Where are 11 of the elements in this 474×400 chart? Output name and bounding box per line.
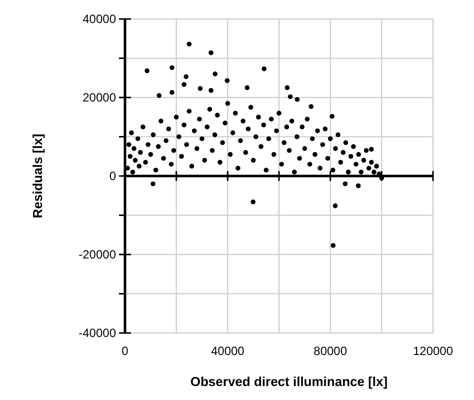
y-tick-label: 40000 bbox=[82, 12, 116, 26]
y-tick-label: 0 bbox=[109, 169, 116, 183]
x-tick-label: 80000 bbox=[314, 344, 348, 358]
x-tick-label: 0 bbox=[122, 344, 129, 358]
y-tick-label: -20000 bbox=[78, 248, 116, 262]
y-tick-label: -40000 bbox=[78, 326, 116, 340]
x-axis-title: Observed direct illuminance [lx] bbox=[190, 374, 388, 389]
x-tick-label: 40000 bbox=[210, 344, 245, 358]
x-tick-label: 120000 bbox=[412, 344, 454, 358]
y-tick-label: 20000 bbox=[82, 90, 116, 104]
y-axis-title: Residuals [lx] bbox=[30, 134, 45, 218]
